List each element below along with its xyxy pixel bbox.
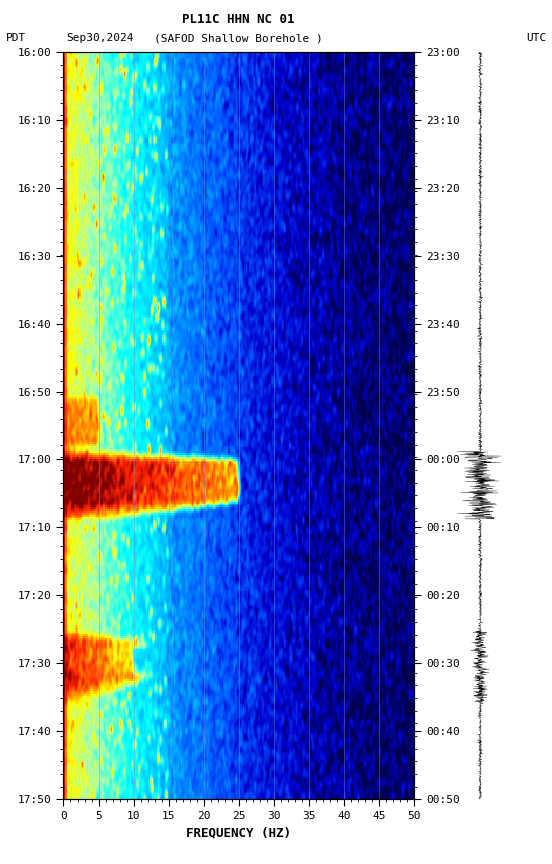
X-axis label: FREQUENCY (HZ): FREQUENCY (HZ) — [186, 827, 291, 840]
Text: Sep30,2024: Sep30,2024 — [66, 33, 134, 43]
Text: PDT: PDT — [6, 33, 26, 43]
Text: (SAFOD Shallow Borehole ): (SAFOD Shallow Borehole ) — [155, 33, 323, 43]
Text: UTC: UTC — [526, 33, 546, 43]
Text: PL11C HHN NC 01: PL11C HHN NC 01 — [183, 13, 295, 26]
